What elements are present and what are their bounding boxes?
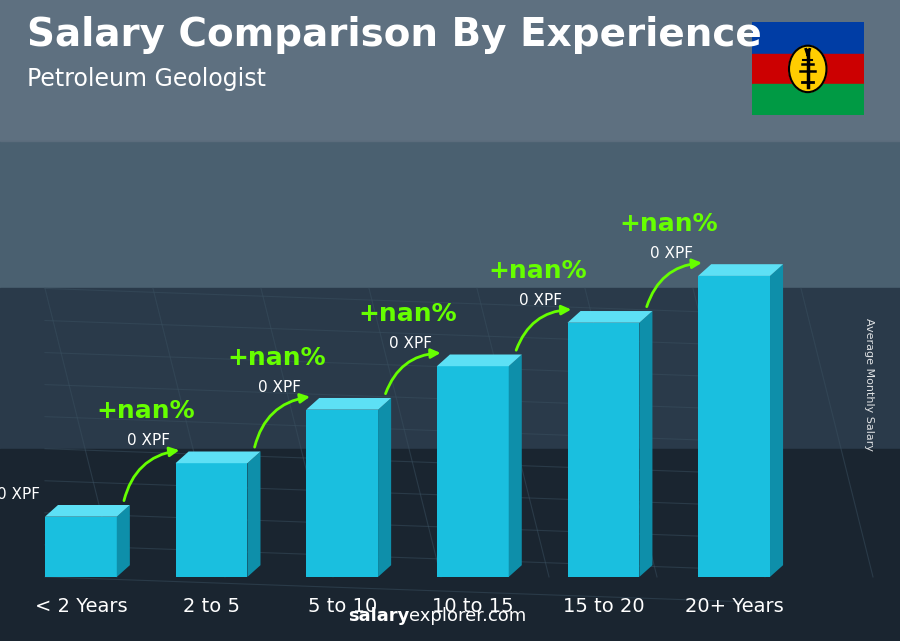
Text: 2 to 5: 2 to 5	[183, 597, 240, 616]
Text: 0 XPF: 0 XPF	[258, 379, 301, 395]
Text: Petroleum Geologist: Petroleum Geologist	[27, 67, 266, 91]
Text: Salary Comparison By Experience: Salary Comparison By Experience	[27, 16, 761, 54]
Bar	[306, 410, 378, 577]
Polygon shape	[117, 505, 130, 577]
Text: 10 to 15: 10 to 15	[432, 597, 514, 616]
Text: +nan%: +nan%	[97, 399, 195, 423]
Bar	[752, 54, 864, 84]
Bar	[752, 84, 864, 115]
Text: +nan%: +nan%	[228, 345, 326, 370]
Polygon shape	[248, 451, 260, 577]
Bar	[436, 366, 508, 577]
Text: Average Monthly Salary: Average Monthly Salary	[863, 318, 874, 451]
Polygon shape	[45, 505, 130, 517]
Bar	[45, 517, 117, 577]
Text: salary: salary	[348, 607, 410, 625]
Text: 5 to 10: 5 to 10	[308, 597, 377, 616]
Bar	[752, 22, 864, 54]
Bar	[568, 322, 639, 577]
Text: 0 XPF: 0 XPF	[650, 246, 693, 261]
Bar	[0, 0, 900, 141]
Circle shape	[789, 46, 826, 92]
Text: 0 XPF: 0 XPF	[519, 293, 562, 308]
Polygon shape	[508, 354, 522, 577]
Bar	[0, 449, 900, 641]
Bar	[0, 288, 900, 449]
Polygon shape	[306, 398, 392, 410]
Bar	[0, 0, 900, 141]
Text: +nan%: +nan%	[489, 258, 588, 283]
Text: +nan%: +nan%	[619, 212, 718, 236]
Polygon shape	[568, 311, 652, 322]
Text: 20+ Years: 20+ Years	[685, 597, 784, 616]
Text: 15 to 20: 15 to 20	[562, 597, 644, 616]
Bar	[698, 276, 770, 577]
Text: < 2 Years: < 2 Years	[34, 597, 127, 616]
Text: 0 XPF: 0 XPF	[127, 433, 170, 448]
Text: +nan%: +nan%	[358, 302, 457, 326]
Text: 0 XPF: 0 XPF	[389, 336, 432, 351]
Polygon shape	[436, 354, 522, 366]
Text: 0 XPF: 0 XPF	[0, 487, 40, 502]
Polygon shape	[176, 451, 260, 463]
Bar	[0, 141, 900, 288]
Polygon shape	[698, 264, 783, 276]
Polygon shape	[639, 311, 652, 577]
Text: explorer.com: explorer.com	[410, 607, 526, 625]
Polygon shape	[770, 264, 783, 577]
Polygon shape	[378, 398, 392, 577]
Bar	[176, 463, 248, 577]
